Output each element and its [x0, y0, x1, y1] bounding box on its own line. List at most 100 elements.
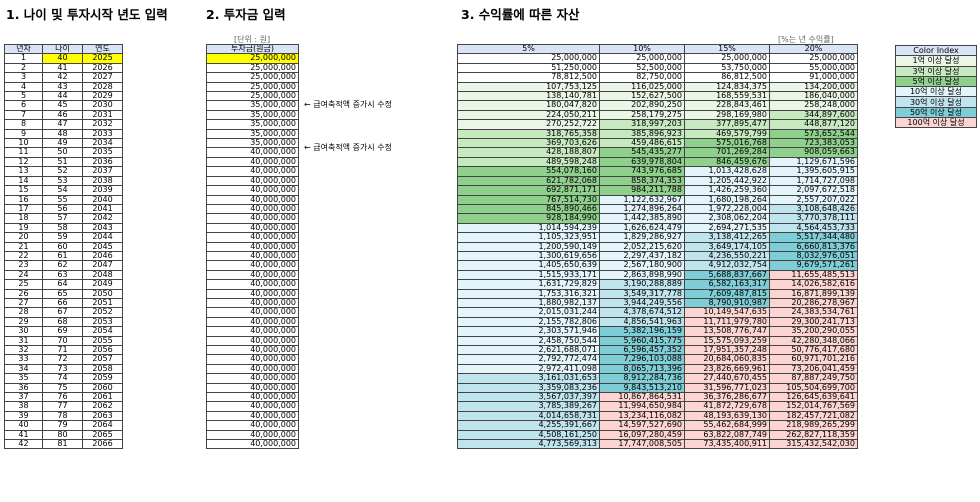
asset-cell-20pct: 134,200,000 — [769, 81, 858, 93]
principal-input[interactable]: 40,000,000 — [206, 297, 299, 309]
principal-input[interactable]: 40,000,000 — [206, 354, 299, 365]
asset-cell-20pct: 105,504,699,700 — [769, 382, 858, 394]
principal-input[interactable]: 40,000,000 — [206, 185, 299, 196]
principal-input[interactable]: 25,000,000 — [206, 91, 299, 102]
principal-input[interactable]: 40,000,000 — [206, 410, 299, 422]
principal-input[interactable]: 40,000,000 — [206, 373, 299, 384]
table-row: 40,000,000 — [206, 175, 299, 187]
year-number-cell: 12 — [4, 156, 43, 168]
table-row: 40,000,000 — [206, 392, 299, 403]
asset-cell-15pct: 23,826,669,961 — [684, 363, 770, 375]
age-year-table: 년차 나이 연도 1 40 2025 2 41 2026 3 42 2027 4 43 2028 5 44 202… — [4, 43, 123, 450]
principal-input[interactable]: 40,000,000 — [206, 166, 299, 177]
asset-cell-20pct: 16,871,899,139 — [769, 288, 858, 299]
asset-cell-10pct: 14,597,527,690 — [599, 420, 685, 431]
principal-input[interactable]: 40,000,000 — [206, 344, 299, 356]
table-row: 1,014,594,239 1,626,624,479 2,694,271,535 4… — [457, 222, 858, 234]
table-row: 29 68 2053 — [4, 316, 123, 328]
principal-input[interactable]: 40,000,000 — [206, 401, 299, 412]
principal-input[interactable]: 40,000,000 — [206, 194, 299, 205]
start-age-input[interactable]: 40 — [42, 53, 83, 64]
legend-row: 1억 이상 달성 — [895, 55, 977, 67]
table-row: 369,703,626 459,486,615 575,016,768 723,383… — [457, 138, 858, 149]
table-row: 40,000,000 — [206, 354, 299, 365]
principal-input[interactable]: 40,000,000 — [206, 213, 299, 224]
asset-cell-15pct: 1,426,259,360 — [684, 185, 770, 196]
year-cell: 2059 — [82, 373, 123, 384]
principal-input[interactable]: 40,000,000 — [206, 279, 299, 290]
principal-input[interactable]: 40,000,000 — [206, 288, 299, 299]
asset-cell-15pct: 168,559,531 — [684, 91, 770, 102]
principal-input[interactable]: 35,000,000 — [206, 109, 299, 121]
asset-cell-10pct: 2,052,215,620 — [599, 241, 685, 252]
asset-cell-5pct: 928,184,990 — [457, 213, 600, 224]
year-number-cell: 7 — [4, 109, 43, 121]
asset-cell-15pct: 7,609,487,815 — [684, 288, 770, 299]
principal-input[interactable]: 40,000,000 — [206, 335, 299, 347]
principal-input[interactable]: 40,000,000 — [206, 307, 299, 318]
asset-cell-20pct: 448,877,120 — [769, 119, 858, 130]
units-label: [단위 : 원] — [234, 35, 271, 44]
year-number-cell: 35 — [4, 373, 43, 384]
principal-input[interactable]: 40,000,000 — [206, 156, 299, 168]
asset-cell-15pct: 124,834,375 — [684, 81, 770, 93]
principal-input[interactable]: 25,000,000 — [206, 53, 299, 64]
table-row: 17 56 2041 — [4, 203, 123, 215]
principal-input[interactable]: 35,000,000 — [206, 119, 299, 130]
principal-input[interactable]: 40,000,000 — [206, 241, 299, 252]
year-number-cell: 8 — [4, 119, 43, 130]
table-row: 180,047,820 202,890,250 228,843,461 258,248… — [457, 100, 858, 111]
asset-cell-20pct: 60,971,701,216 — [769, 354, 858, 365]
year-number-cell: 28 — [4, 307, 43, 318]
year-cell: 2031 — [82, 109, 123, 121]
table-row: 40,000,000 — [206, 420, 299, 431]
principal-input[interactable]: 40,000,000 — [206, 392, 299, 403]
asset-cell-10pct: 2,567,180,900 — [599, 260, 685, 271]
principal-input[interactable]: 25,000,000 — [206, 72, 299, 83]
asset-cell-15pct: 48,193,639,130 — [684, 410, 770, 422]
principal-input[interactable]: 40,000,000 — [206, 363, 299, 375]
principal-input[interactable]: 40,000,000 — [206, 420, 299, 431]
principal-input[interactable]: 40,000,000 — [206, 429, 299, 441]
asset-cell-5pct: 767,514,730 — [457, 194, 600, 205]
principal-input[interactable]: 40,000,000 — [206, 382, 299, 394]
principal-input[interactable]: 40,000,000 — [206, 203, 299, 215]
age-cell: 52 — [42, 166, 83, 177]
asset-cell-5pct: 621,782,068 — [457, 175, 600, 187]
principal-input[interactable]: 40,000,000 — [206, 175, 299, 187]
asset-cell-20pct: 29,300,241,713 — [769, 316, 858, 328]
principal-input[interactable]: 35,000,000 — [206, 100, 299, 111]
asset-cell-5pct: 2,458,750,544 — [457, 335, 600, 347]
year-number-cell: 11 — [4, 147, 43, 158]
section-title-assets: 3. 수익률에 따른 자산 — [461, 7, 580, 22]
principal-input[interactable]: 40,000,000 — [206, 326, 299, 337]
table-row: 40,000,000 — [206, 166, 299, 177]
legend-item-tier3: 3억 이상 달성 — [895, 65, 977, 77]
age-cell: 54 — [42, 185, 83, 196]
asset-cell-20pct: 50,776,417,680 — [769, 344, 858, 356]
asset-cell-15pct: 13,508,776,747 — [684, 326, 770, 337]
table-row: 27 66 2051 — [4, 297, 123, 309]
table-row: 36 75 2060 — [4, 382, 123, 394]
year-cell: 2057 — [82, 354, 123, 365]
principal-input[interactable]: 40,000,000 — [206, 232, 299, 243]
table-row: 270,252,722 318,997,203 377,895,477 448,877… — [457, 119, 858, 130]
asset-cell-15pct: 10,149,547,635 — [684, 307, 770, 318]
start-year-input[interactable]: 2025 — [82, 53, 123, 64]
asset-cell-15pct: 701,269,284 — [684, 147, 770, 158]
principal-input[interactable]: 40,000,000 — [206, 250, 299, 262]
principal-input[interactable]: 35,000,000 — [206, 138, 299, 149]
principal-input[interactable]: 40,000,000 — [206, 147, 299, 158]
table-row: 40,000,000 — [206, 344, 299, 356]
principal-input[interactable]: 35,000,000 — [206, 128, 299, 140]
table-row: 4,773,569,313 17,747,008,505 73,435,400,91… — [457, 439, 858, 450]
principal-input[interactable]: 40,000,000 — [206, 316, 299, 328]
principal-input[interactable]: 40,000,000 — [206, 222, 299, 234]
principal-input[interactable]: 40,000,000 — [206, 439, 299, 450]
principal-input[interactable]: 25,000,000 — [206, 62, 299, 74]
principal-input[interactable]: 25,000,000 — [206, 81, 299, 93]
table-row: 33 72 2057 — [4, 354, 123, 365]
age-cell: 55 — [42, 194, 83, 205]
principal-input[interactable]: 40,000,000 — [206, 260, 299, 271]
principal-input[interactable]: 40,000,000 — [206, 269, 299, 281]
